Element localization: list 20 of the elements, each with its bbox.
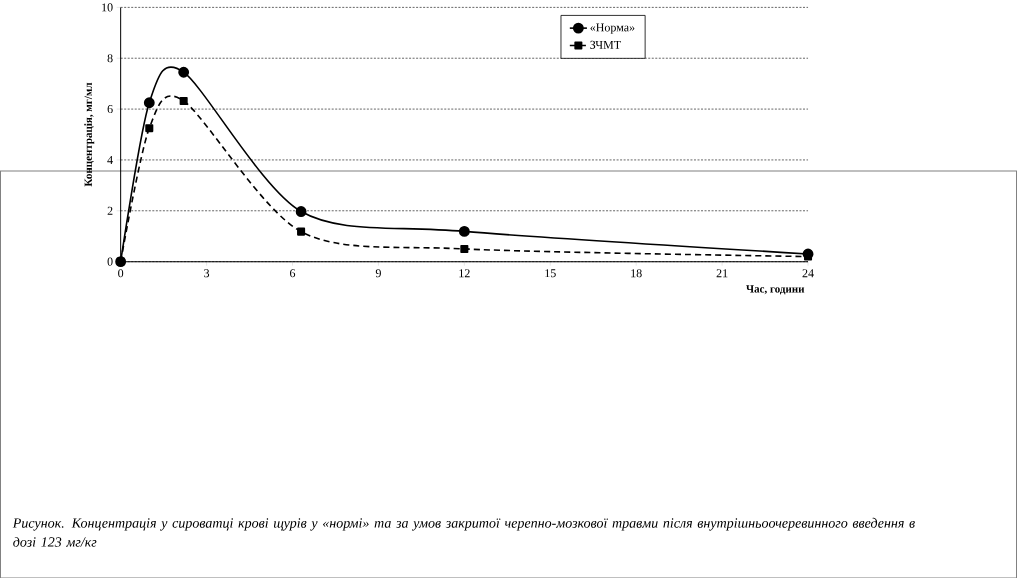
text: Рисунок. Концентрація у сироватці крові щурів у «нормі» та за умов закритої черепно-мозкової травми після внутрішньоочеревинного введення в дозі 123 мг/кг [12, 517, 915, 547]
x-tick-label: 6 [290, 268, 296, 278]
y-tick-label: 6 [107, 104, 113, 113]
y-tick-label: 0 [107, 257, 113, 266]
x-tick-label: 0 [118, 268, 124, 278]
legend-label: ЗЧМТ [590, 40, 621, 49]
x-tick-label: 12 [459, 268, 470, 277]
y-tick-label: 4 [107, 155, 113, 164]
legend-label: «Норма» [590, 23, 635, 34]
x-tick-label: 3 [204, 268, 210, 278]
y-tick-label: 10 [102, 3, 113, 12]
x-tick-label: 21 [716, 268, 728, 277]
x-tick-label: 24 [802, 268, 814, 277]
x-axis-title: Час, години [746, 285, 805, 295]
y-tick-label: 2 [107, 206, 113, 215]
x-tick-label: 9 [375, 268, 381, 278]
y-tick-label: 8 [107, 53, 113, 63]
x-tick-label: 18 [631, 268, 642, 278]
y-axis-title: Концентрація, мг/мл [84, 82, 95, 187]
x-tick-label: 15 [545, 268, 556, 277]
